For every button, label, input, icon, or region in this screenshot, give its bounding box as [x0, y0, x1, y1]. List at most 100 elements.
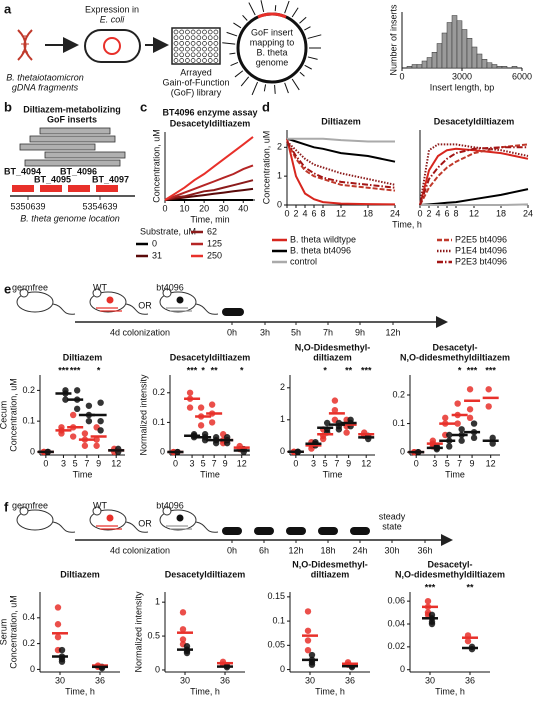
- data-point: [97, 399, 104, 406]
- plate-well: [185, 52, 190, 58]
- timeline-label: 9h: [355, 327, 365, 337]
- data-point: [454, 420, 461, 427]
- x-tick-label: 7: [457, 458, 462, 468]
- data-point: [464, 637, 472, 645]
- genome-axis-label: B. theta genome location: [20, 213, 120, 223]
- plate-well: [173, 52, 179, 58]
- legend-label: 0: [152, 238, 157, 248]
- x-tick-label: 6000: [512, 71, 532, 81]
- chart-title: N,O-didesmethyldiltiazem: [395, 569, 505, 579]
- plate-well: [202, 29, 207, 35]
- significance: **: [211, 365, 219, 375]
- series-line: [287, 137, 395, 143]
- plate-well: [179, 41, 185, 46]
- x-tick-label: 12: [469, 208, 479, 218]
- plate-well: [173, 35, 179, 41]
- plate-well: [196, 58, 202, 63]
- histogram-bar: [441, 32, 448, 69]
- y-tick-label: 0: [277, 199, 282, 209]
- insert-tick: [307, 34, 322, 39]
- legend-label: 31: [152, 250, 162, 260]
- significance: ***: [361, 365, 372, 375]
- data-point: [62, 396, 69, 403]
- data-point: [485, 403, 492, 410]
- timeline-label: 0h: [227, 327, 237, 337]
- insert-tick: [251, 81, 259, 96]
- x-tick-label: 0: [162, 203, 167, 213]
- x-tick-label: 30: [305, 675, 315, 685]
- source-label: B. thetaiotaomicron: [6, 72, 84, 82]
- plate-well: [185, 41, 190, 46]
- x-axis-label: Time, h: [392, 219, 422, 229]
- data-point: [323, 419, 331, 427]
- plate-well: [196, 29, 202, 35]
- timeline-label: 7h: [323, 327, 333, 337]
- x-tick-label: 30: [55, 675, 65, 685]
- mouse-gut: [96, 525, 122, 530]
- x-tick-label: 0: [284, 208, 289, 218]
- group-label: bt4096: [156, 500, 184, 510]
- histogram-bar: [436, 43, 443, 69]
- y-tick-label: 0.2: [152, 387, 165, 397]
- significance: *: [323, 365, 327, 375]
- y-tick-label: 0.5: [147, 630, 160, 640]
- insert-tick: [234, 70, 244, 78]
- data-point: [331, 407, 339, 414]
- y-tick-label: 0.06: [387, 596, 405, 606]
- y-tick-label: 0.4: [22, 612, 35, 622]
- plate-well: [185, 46, 190, 52]
- expression-label: Expression in: [85, 4, 139, 14]
- coordinate-label: 5354639: [82, 201, 117, 211]
- plate-well: [207, 46, 213, 52]
- data-point: [446, 443, 453, 450]
- plate-well: [213, 52, 219, 58]
- gene-label: BT_4095: [34, 174, 71, 184]
- y-tick-label: 2: [280, 382, 285, 392]
- y-tick-label: 0.04: [387, 618, 405, 628]
- significance: ***: [425, 582, 436, 592]
- y-axis-label: Concentration, uM: [8, 378, 18, 452]
- histogram-bar: [421, 60, 428, 69]
- data-point: [69, 433, 77, 440]
- plate-well: [202, 46, 207, 52]
- series-line: [286, 137, 396, 163]
- x-tick-label: 9: [470, 458, 475, 468]
- genome-label: B. theta: [256, 47, 287, 57]
- chart-title: Desacetyldiltiazem: [170, 118, 251, 128]
- y-tick-label: 0.1: [392, 418, 405, 428]
- x-tick-label: 2: [293, 208, 298, 218]
- data-point: [58, 646, 66, 654]
- group-label: OR: [138, 300, 152, 310]
- legend-label: control: [290, 256, 317, 266]
- plate-well: [202, 41, 207, 46]
- significance: **: [345, 365, 353, 375]
- data-point: [331, 397, 339, 404]
- data-point: [442, 414, 449, 422]
- x-tick-label: 0: [293, 458, 298, 468]
- legend-label: 125: [207, 238, 222, 248]
- timeline-label: 30h: [384, 545, 399, 555]
- timeline-label: 12h: [385, 327, 400, 337]
- series-line: [286, 138, 396, 206]
- plate-well: [179, 35, 185, 41]
- y-axis-label: Number of inserts: [388, 4, 398, 76]
- series-line: [419, 143, 529, 206]
- data-point: [81, 430, 89, 437]
- x-tick-label: 3: [311, 458, 316, 468]
- plate-well: [173, 46, 179, 52]
- x-tick-label: 10: [180, 203, 190, 213]
- mouse-tail: [125, 303, 149, 315]
- mouse-tail: [52, 521, 76, 533]
- insert-tick: [260, 0, 265, 13]
- plate-well: [190, 29, 196, 35]
- data-point: [93, 436, 100, 443]
- timeline-label: 12h: [288, 545, 303, 555]
- data-point: [424, 597, 432, 605]
- data-point: [179, 626, 187, 633]
- panel-label: a: [4, 1, 12, 16]
- data-point: [73, 387, 81, 394]
- series-line: [164, 179, 254, 201]
- x-tick-label: 3000: [452, 71, 472, 81]
- significance: *: [97, 365, 101, 375]
- y-tick-label: 0: [400, 664, 405, 674]
